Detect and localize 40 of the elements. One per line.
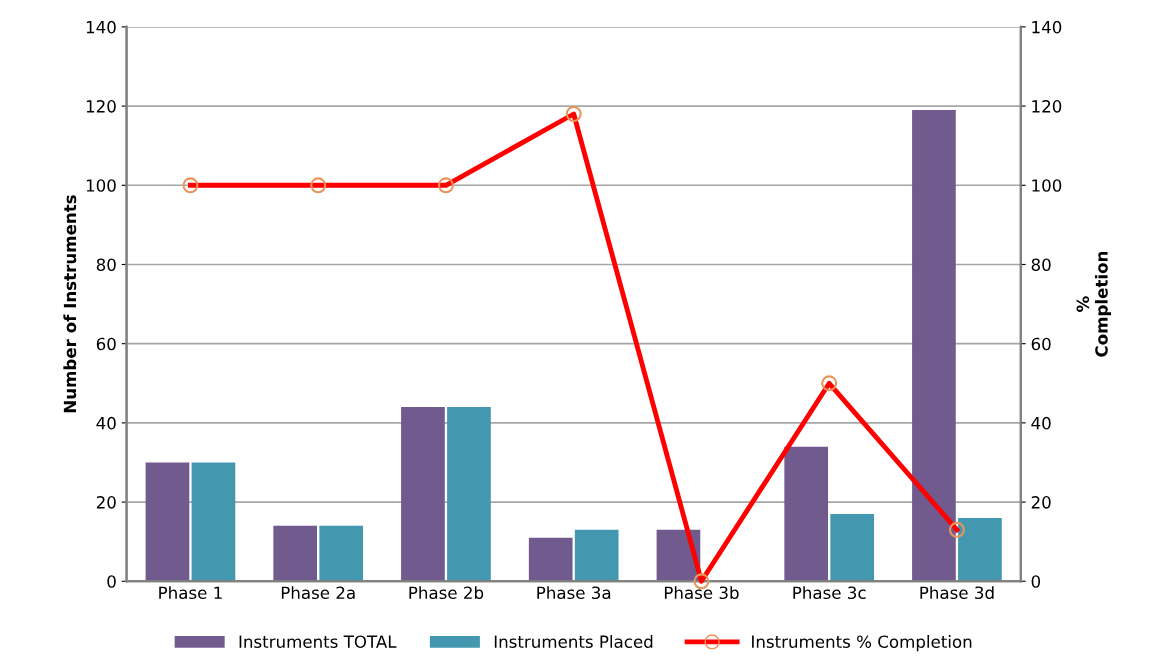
- bar: [958, 517, 1002, 582]
- y-axis-title: Number of Instruments: [63, 195, 77, 413]
- x-tick-label: Phase 1: [159, 586, 222, 600]
- legend-label: Instruments % Completion: [752, 635, 972, 652]
- y-tick-label: 120: [86, 100, 116, 113]
- x-tick-label: Phase 3d: [920, 586, 994, 600]
- y-tick-label: 80: [96, 258, 116, 272]
- legend-label: Instruments TOTAL: [239, 635, 397, 648]
- y-tick-label: 20: [96, 496, 116, 509]
- bar: [401, 407, 445, 582]
- y-tick-label: 40: [96, 416, 116, 430]
- y2-tick-label: 100: [1032, 179, 1062, 192]
- y2-axis-title: % Completion: [1076, 251, 1112, 357]
- y2-tick-label: 80: [1031, 258, 1051, 272]
- bar: [784, 446, 829, 582]
- y2-tick-label: 40: [1031, 416, 1051, 430]
- y-tick-label: 60: [96, 337, 116, 351]
- x-tick-label: Phase 2a: [281, 586, 355, 600]
- bar: [319, 525, 364, 582]
- y-tick-label: 100: [86, 179, 116, 192]
- y2-tick-label: 0: [1031, 575, 1041, 588]
- bar: [574, 529, 619, 582]
- x-tick-label: Phase 3b: [664, 586, 739, 600]
- y-tick-label: 0: [107, 575, 116, 588]
- y2-tick-label: 140: [1032, 20, 1062, 34]
- y2-tick-label: 60: [1031, 337, 1051, 351]
- bar: [145, 462, 190, 582]
- y2-tick-label: 120: [1032, 100, 1062, 113]
- bar: [528, 537, 573, 582]
- legend-label: Instruments Placed: [494, 635, 653, 648]
- x-tick-label: Phase 2b: [409, 586, 484, 600]
- bar: [447, 407, 491, 582]
- x-tick-label: Phase 3a: [537, 586, 611, 600]
- x-tick-label: Phase 3c: [793, 586, 866, 600]
- y-tick-label: 140: [86, 20, 116, 34]
- bar: [830, 513, 875, 582]
- bar: [912, 110, 956, 582]
- bar: [273, 525, 318, 582]
- bar: [191, 462, 236, 582]
- y2-tick-label: 20: [1031, 496, 1051, 509]
